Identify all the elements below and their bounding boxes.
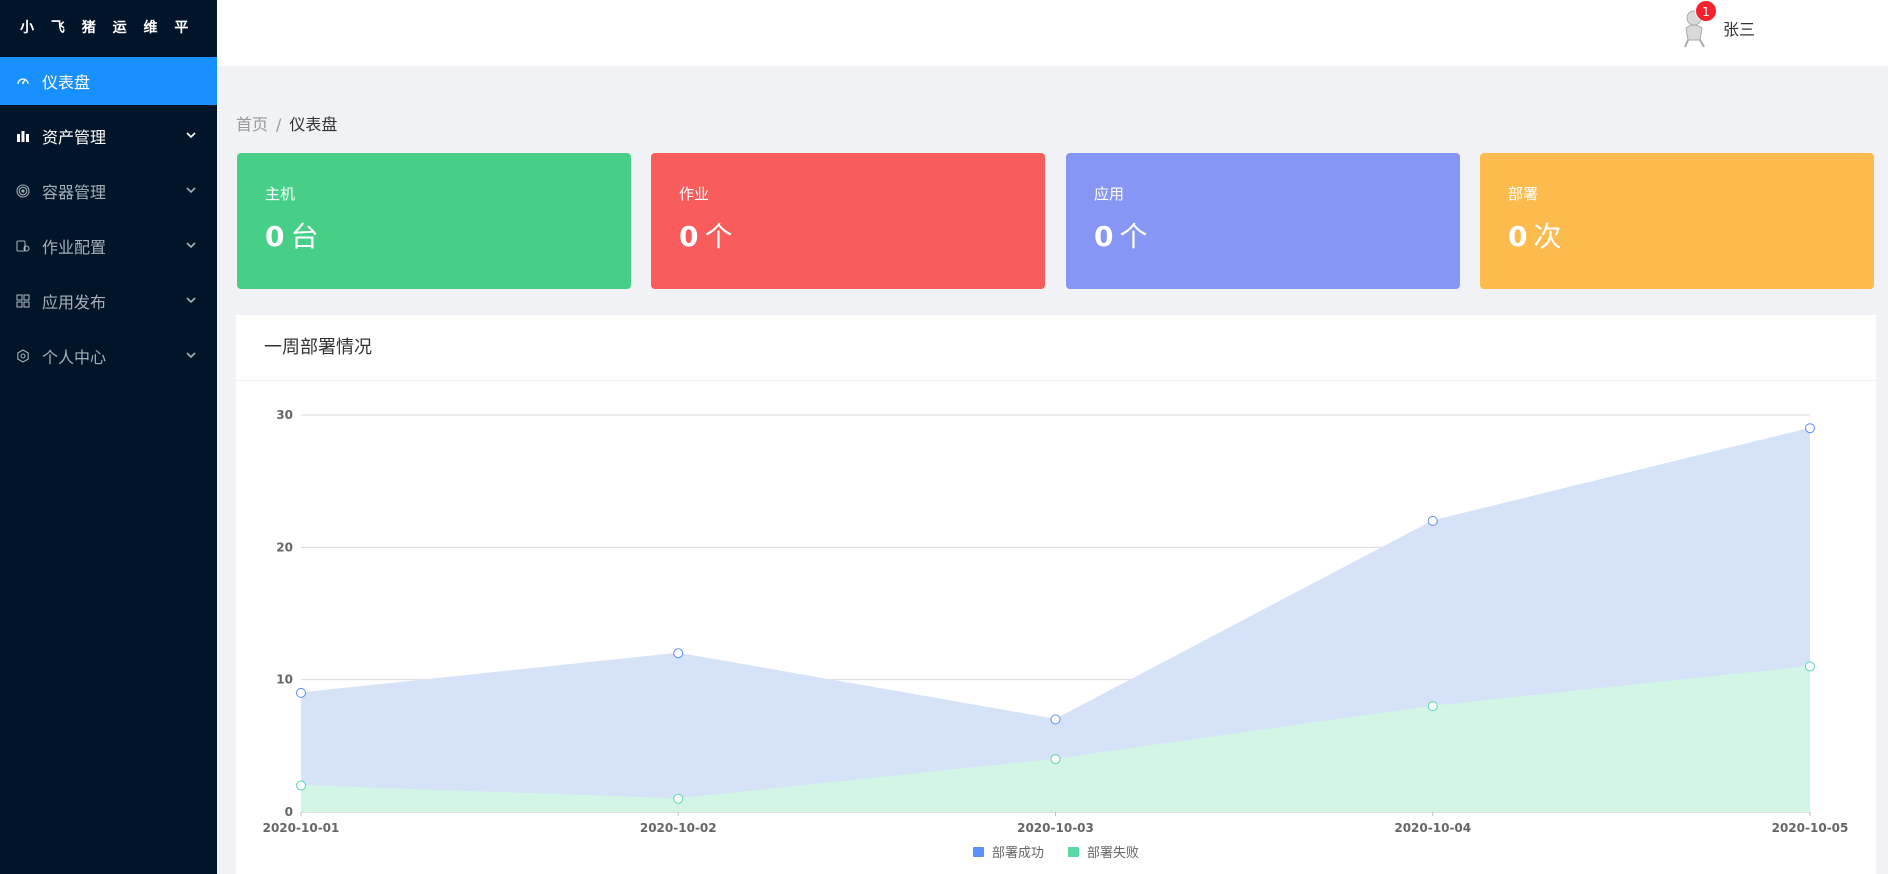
sidebar-item-dashboard[interactable]: 仪表盘	[0, 57, 217, 105]
sidebar-item-asset-management[interactable]: 资产管理	[0, 112, 217, 160]
chevron-down-icon	[186, 295, 196, 305]
sidebar-item-job-config[interactable]: 作业配置	[0, 222, 217, 270]
panel-title: 一周部署情况	[236, 315, 1876, 381]
x-tick-label: 2020-10-03	[1017, 821, 1094, 835]
deploy-area-chart: 0 10 20 30 2020-10-01 2020-10-02 2020-10-03 202…	[263, 408, 1849, 835]
legend-label: 部署失败	[1087, 846, 1140, 861]
legend-item[interactable]: 部署失败	[1068, 842, 1139, 861]
breadcrumb-separator: /	[276, 115, 282, 134]
user-menu[interactable]: 1 张三	[1677, 0, 1756, 48]
sidebar-item-label: 个人中心	[42, 348, 107, 367]
data-point	[673, 793, 684, 804]
data-point	[1050, 714, 1061, 725]
x-tick-label: 2020-10-02	[640, 821, 717, 835]
sidebar-item-label: 容器管理	[42, 183, 107, 202]
x-tick-label: 2020-10-04	[1394, 821, 1471, 835]
legend-label: 部署成功	[991, 846, 1044, 861]
data-point	[673, 648, 684, 659]
avatar[interactable]: 1	[1677, 0, 1717, 48]
app-logo-title: 小 飞 猪 运 维 平 台	[20, 20, 195, 93]
avatar-figure-icon	[1684, 10, 1705, 48]
y-tick-label: 20	[276, 540, 293, 554]
x-tick-label: 2020-10-05	[1772, 821, 1849, 835]
weekly-deploy-panel: 一周部署情况 0 10 20 30 2020-10-01 2020-10-02 2020-1…	[236, 315, 1876, 874]
data-point	[296, 780, 306, 791]
stat-card-label: 作业	[679, 185, 710, 203]
app-publish-icon	[16, 294, 30, 308]
data-point	[1427, 515, 1438, 526]
job-config-icon	[16, 239, 30, 253]
y-tick-label: 30	[276, 408, 293, 422]
y-tick-label: 10	[276, 673, 293, 687]
breadcrumb-home[interactable]: 首页	[236, 115, 269, 134]
data-point	[1805, 423, 1815, 434]
sidebar-item-label: 作业配置	[42, 238, 107, 257]
chevron-down-icon	[186, 130, 196, 140]
container-icon	[16, 184, 30, 198]
asset-icon	[16, 129, 30, 143]
breadcrumb-current: 仪表盘	[289, 115, 338, 134]
data-point	[1050, 754, 1061, 765]
stat-card-label: 部署	[1508, 185, 1539, 203]
legend-item[interactable]: 部署成功	[972, 842, 1044, 861]
legend-swatch	[972, 846, 984, 857]
sidebar-item-label: 资产管理	[42, 128, 107, 147]
dashboard-icon	[16, 74, 30, 88]
chevron-down-icon	[186, 350, 196, 360]
chevron-down-icon	[186, 240, 196, 250]
y-tick-label: 0	[285, 805, 293, 819]
sidebar-item-app-publish[interactable]: 应用发布	[0, 277, 217, 325]
settings-icon	[16, 349, 30, 363]
sidebar: 小 飞 猪 运 维 平 台 仪表盘 资产管理 容器管理	[0, 0, 217, 874]
breadcrumb: 首页 / 仪表盘	[236, 111, 337, 135]
stat-card-label: 主机	[265, 185, 296, 203]
top-header: 1 张三	[217, 0, 1888, 66]
chart-legend: 部署成功 部署失败	[236, 842, 1876, 861]
stat-card-label: 应用	[1094, 185, 1125, 203]
username[interactable]: 张三	[1723, 20, 1756, 39]
data-point	[296, 687, 306, 698]
sidebar-item-label: 应用发布	[42, 293, 107, 312]
x-tick-label: 2020-10-01	[263, 821, 340, 835]
sidebar-item-label: 仪表盘	[42, 73, 91, 92]
sidebar-item-container-management[interactable]: 容器管理	[0, 167, 217, 215]
data-point	[1805, 661, 1815, 672]
sidebar-item-personal-center[interactable]: 个人中心	[0, 332, 217, 380]
legend-swatch	[1068, 846, 1079, 857]
chevron-down-icon	[186, 185, 196, 195]
notification-badge[interactable]: 1	[1695, 0, 1717, 22]
data-point	[1427, 701, 1438, 712]
series-area-1	[301, 666, 1810, 812]
